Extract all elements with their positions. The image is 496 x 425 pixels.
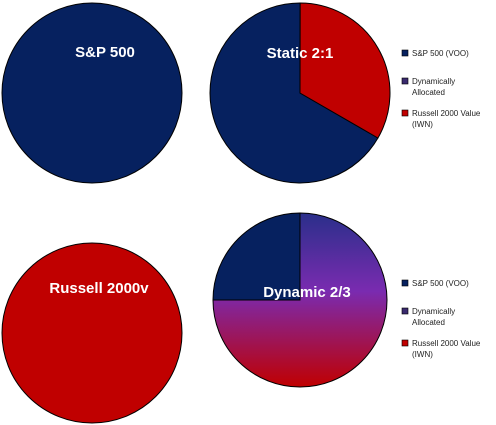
legend-4: S&P 500 (VOO) Dynamically Allocated Russell… (401, 279, 481, 359)
pie-2: Static 2:1 S&P 500 (VOO) Dynamically Alloca… (209, 2, 481, 184)
pie-4-slice-s-p-500-voo- (212, 212, 301, 301)
pie-4-title: Dynamic 2/3 (263, 284, 351, 301)
legend-2-swatch-1 (401, 49, 409, 57)
legend-4-label-2: Dynamically (412, 307, 455, 316)
legend-4-label-1: S&P 500 (VOO) (412, 279, 469, 288)
legend-2-swatch-2 (401, 77, 409, 85)
legend-4-label-2: Allocated (412, 318, 445, 327)
legend-2-swatch-3 (401, 109, 409, 117)
legend-4-label-3: (IWN) (412, 350, 433, 359)
pie-4-slice-dynamically-allocated (212, 212, 388, 388)
legend-4-swatch-3 (401, 339, 409, 347)
pie-1: S&P 500 (1, 2, 183, 184)
legend-2-label-3: (IWN) (412, 120, 433, 129)
legend-2: S&P 500 (VOO) Dynamically Allocated Russell… (401, 49, 481, 129)
pie-2-slice-russell-2000-value-iwn- (299, 2, 391, 139)
pie-3-slice-russell-2000-value-iwn- (1, 242, 183, 424)
pie-1-slice-s-p-500-voo- (1, 2, 183, 184)
pie-3: Russell 2000v (1, 242, 183, 424)
legend-4-swatch-2 (401, 307, 409, 315)
legend-2-label-3: Russell 2000 Value (412, 109, 481, 118)
pie-2-title: Static 2:1 (267, 45, 334, 62)
legend-2-label-2: Allocated (412, 88, 445, 97)
pie-2-slice-s-p-500-voo- (209, 2, 379, 184)
legend-2-label-2: Dynamically (412, 77, 455, 86)
pie-3-title: Russell 2000v (49, 280, 149, 297)
legend-4-label-3: Russell 2000 Value (412, 339, 481, 348)
legend-4-swatch-1 (401, 279, 409, 287)
pie-1-title: S&P 500 (75, 44, 135, 61)
pie-4: Dynamic 2/3 S&P 500 (VOO) Dynamically Alloc… (212, 212, 481, 388)
legend-2-label-1: S&P 500 (VOO) (412, 49, 469, 58)
